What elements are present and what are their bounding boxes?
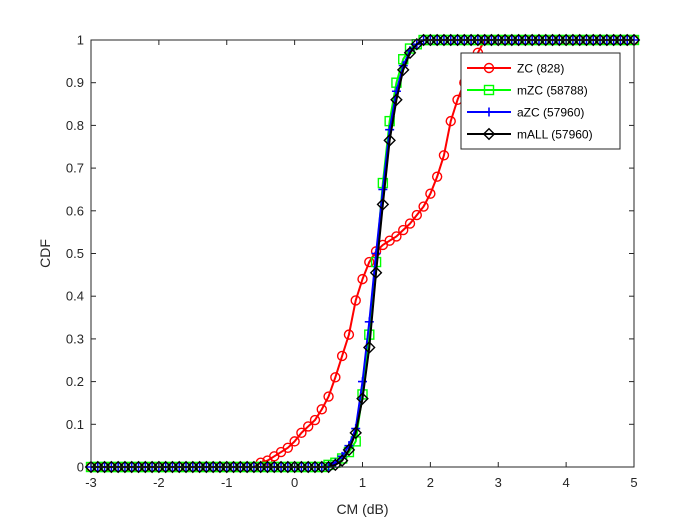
data-point	[322, 460, 335, 474]
data-point	[356, 392, 369, 405]
legend-label: mALL (57960)	[517, 128, 593, 142]
data-point	[371, 249, 381, 258]
data-point	[330, 372, 341, 383]
x-axis-label: CM (dB)	[336, 501, 388, 517]
y-tick-label: 0	[77, 460, 84, 475]
data-point	[411, 209, 422, 221]
y-tick-label: 0.8	[66, 118, 84, 133]
data-point	[349, 426, 363, 440]
data-point	[418, 201, 429, 212]
legend-marker	[482, 127, 496, 141]
data-point	[362, 341, 376, 354]
data-point	[342, 443, 356, 457]
data-point	[398, 224, 409, 236]
data-point	[309, 414, 321, 426]
data-point	[357, 273, 368, 285]
data-point	[396, 63, 410, 77]
y-tick-label: 0.9	[66, 75, 84, 90]
y-tick-label: 0.5	[66, 246, 84, 261]
x-tick-label: 2	[427, 475, 434, 490]
ticks-layer: -3 -2 -1 0 1 2 3 4 5 0 0.1 0.2 0.3 0.4 0.5 0.6 0.7 0.8 0.9…	[66, 33, 638, 491]
y-tick-label: 0.2	[66, 374, 84, 389]
legend: ZC (828) mZC (58788) aZC (57960) mALL (5796…	[460, 52, 621, 150]
data-point	[438, 150, 450, 161]
y-tick-label: 0.6	[66, 203, 84, 218]
data-point	[303, 421, 314, 432]
data-point	[376, 198, 390, 211]
y-tick-label: 0.3	[66, 331, 84, 346]
data-point	[282, 442, 294, 453]
x-tick-label: -3	[85, 475, 97, 490]
data-point	[383, 134, 396, 147]
data-point	[336, 350, 348, 362]
data-point	[425, 188, 436, 199]
y-tick-label: 0.1	[66, 417, 84, 432]
data-point	[323, 391, 334, 402]
legend-marker	[483, 84, 495, 96]
data-point	[431, 171, 443, 182]
legend-label: aZC (57960)	[517, 106, 584, 120]
data-point	[378, 184, 388, 194]
x-tick-label: -2	[153, 475, 165, 490]
x-tick-label: 3	[495, 475, 502, 490]
x-tick-label: 4	[563, 475, 570, 490]
x-tick-label: 1	[359, 475, 366, 490]
x-tick-label: -1	[221, 475, 233, 490]
data-point	[364, 256, 375, 268]
x-tick-label: 5	[630, 475, 637, 490]
y-tick-label: 0.4	[66, 289, 84, 304]
data-point	[335, 454, 349, 467]
y-tick-label: 1	[77, 33, 84, 48]
data-point	[343, 329, 355, 340]
data-point	[391, 231, 402, 242]
data-point	[390, 93, 403, 107]
data-point	[316, 404, 327, 415]
data-point	[445, 115, 456, 127]
legend-marker	[484, 107, 494, 117]
data-point	[350, 295, 361, 306]
data-point	[289, 436, 300, 447]
legend-marker	[483, 62, 495, 74]
data-point	[296, 427, 307, 439]
legend-label: mZC (58788)	[517, 84, 588, 98]
y-axis-label: CDF	[37, 239, 53, 268]
y-tick-label: 0.7	[66, 161, 84, 176]
data-point	[385, 125, 395, 135]
data-point	[404, 218, 416, 229]
x-tick-label: 0	[291, 475, 298, 490]
data-point	[403, 46, 417, 60]
data-point	[369, 266, 383, 280]
legend-label: ZC (828)	[517, 62, 564, 76]
